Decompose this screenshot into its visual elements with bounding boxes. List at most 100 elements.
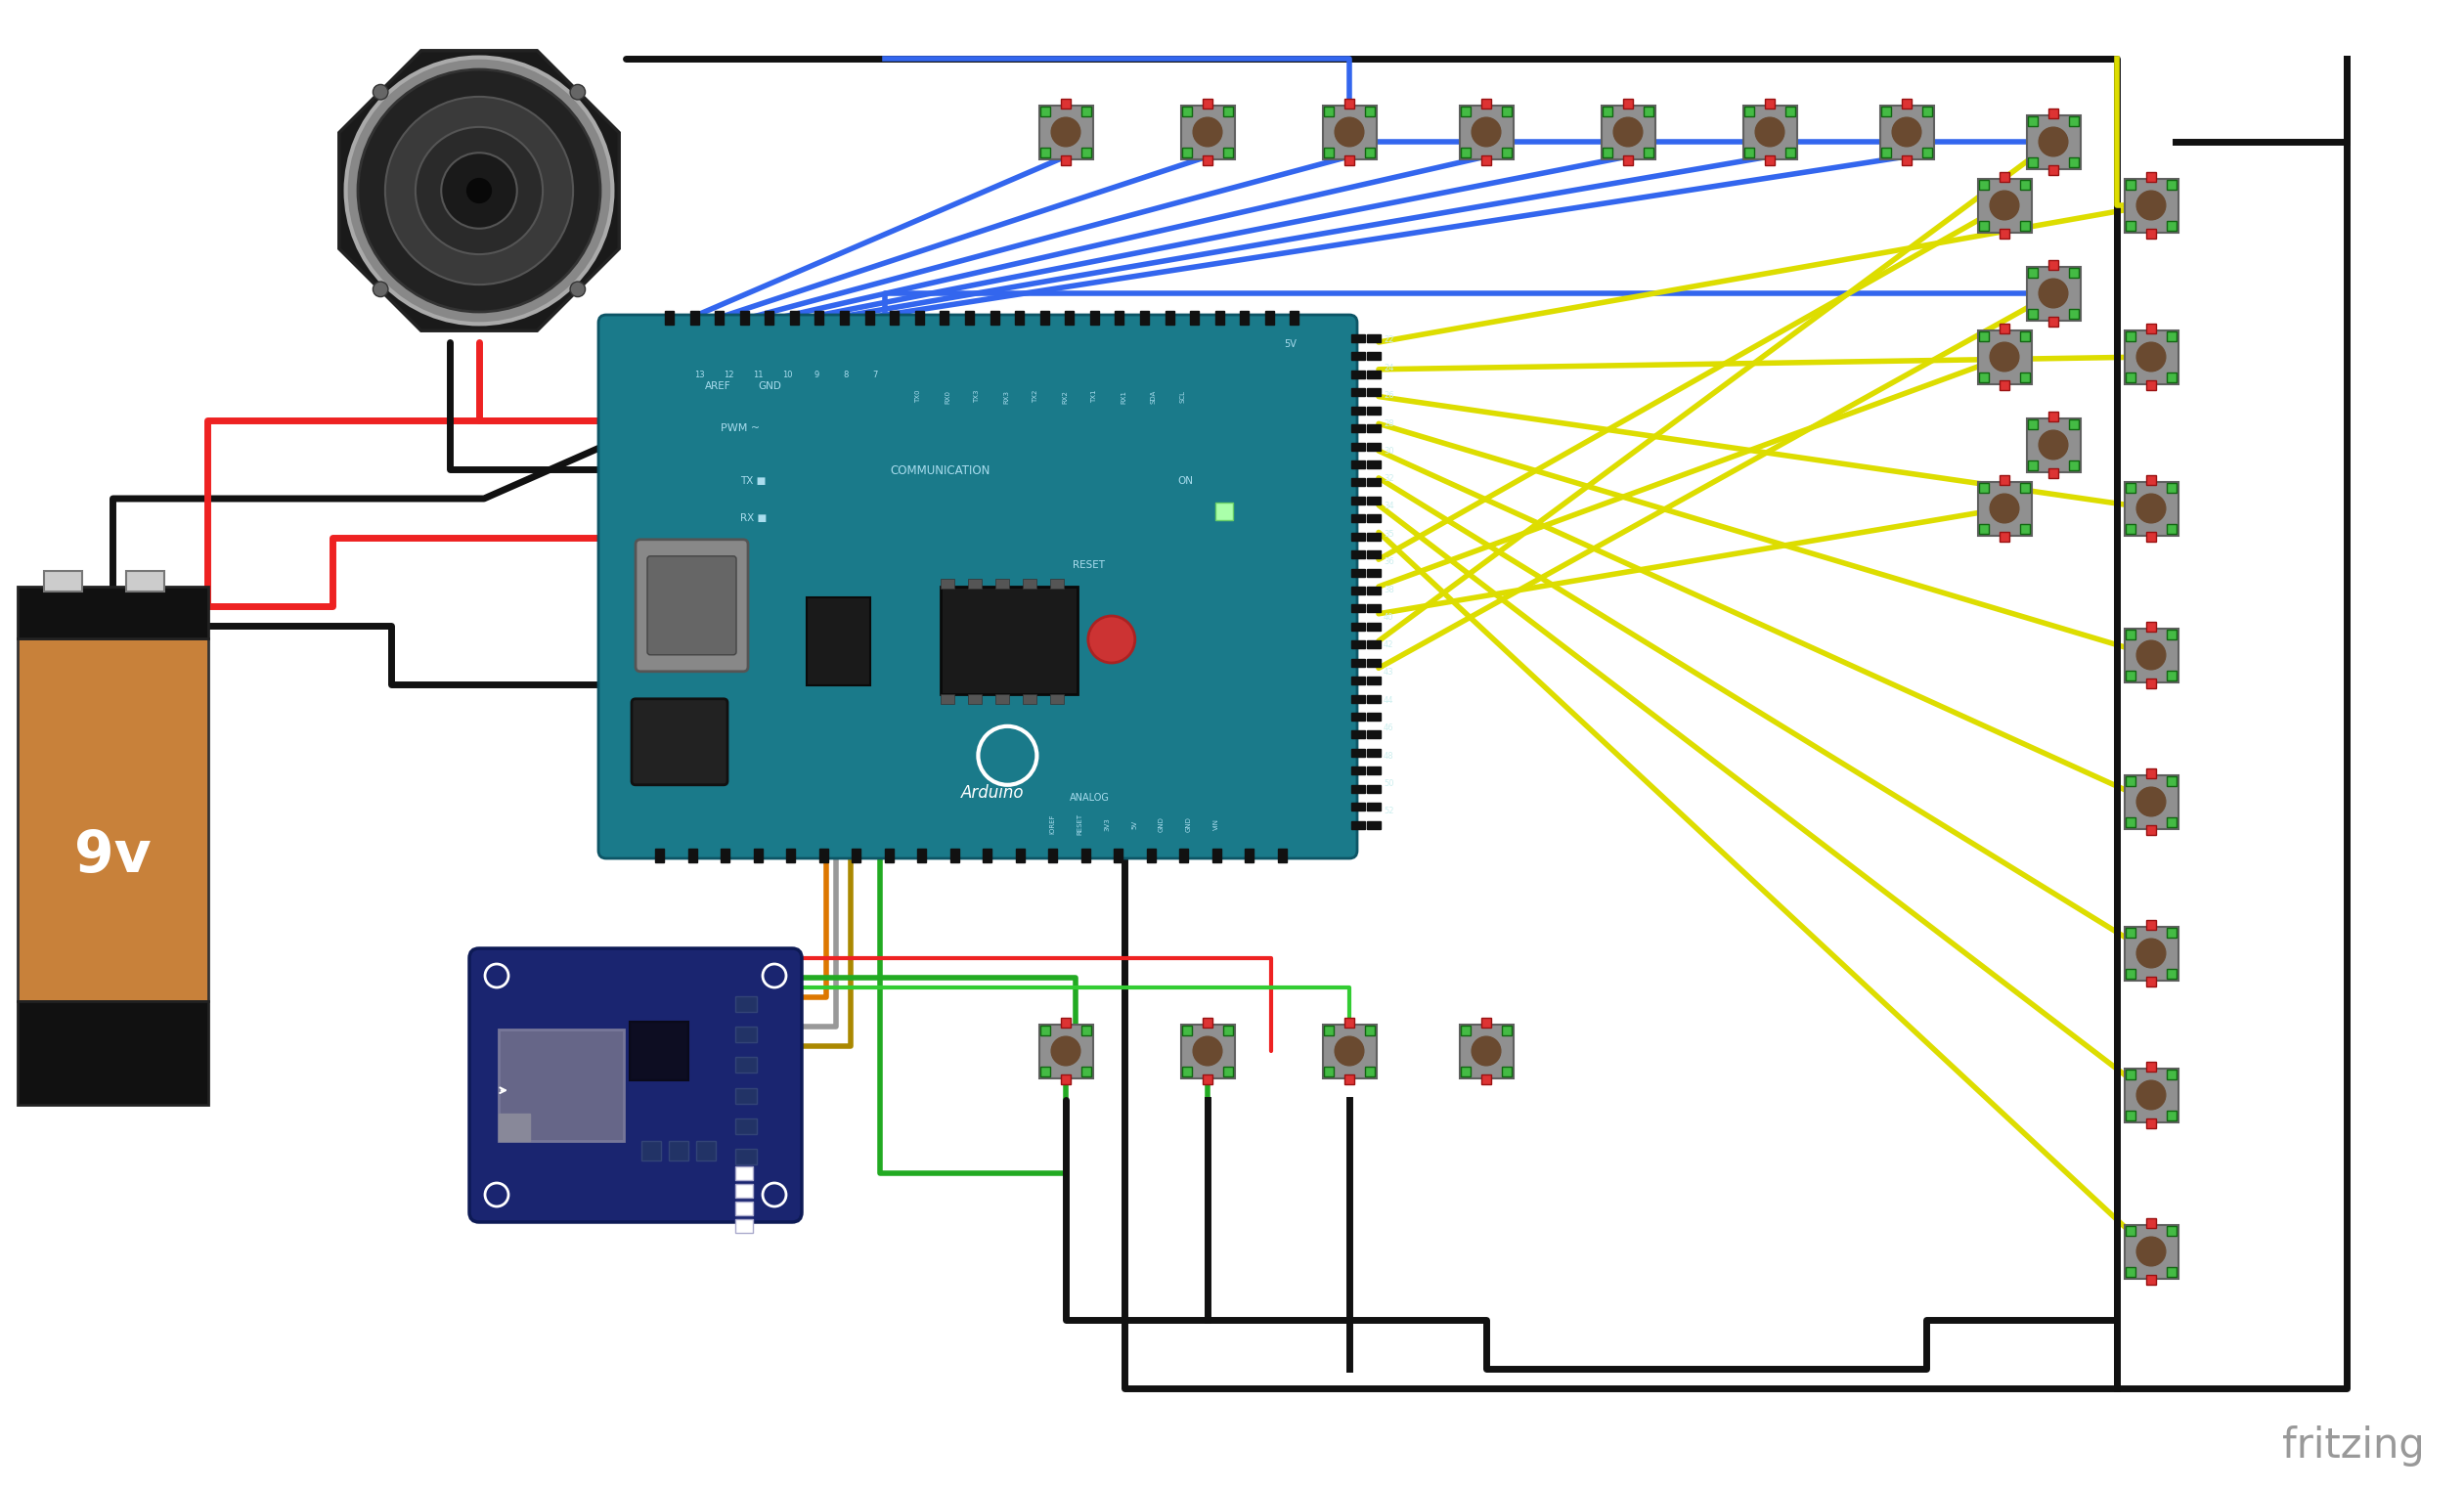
Bar: [2048, 109, 2057, 119]
Bar: [1368, 785, 1380, 793]
Bar: [1481, 155, 1491, 165]
Bar: [2146, 1219, 2156, 1228]
Bar: [1062, 1018, 1072, 1028]
Bar: [2146, 1118, 2156, 1128]
Bar: [1350, 803, 1365, 811]
Text: 10: 10: [781, 371, 793, 380]
Bar: [2124, 927, 2178, 980]
Bar: [1082, 849, 1089, 863]
Bar: [655, 849, 663, 863]
Bar: [1501, 148, 1510, 158]
Bar: [2126, 630, 2136, 639]
Bar: [1368, 425, 1380, 432]
Bar: [1350, 389, 1365, 396]
Bar: [995, 694, 1010, 703]
Bar: [1082, 107, 1092, 116]
Bar: [1501, 1025, 1510, 1036]
Circle shape: [2136, 191, 2166, 221]
Text: ANALOG: ANALOG: [1069, 793, 1109, 803]
Bar: [917, 849, 926, 863]
Bar: [2166, 524, 2176, 533]
Bar: [1979, 332, 1988, 341]
Bar: [1350, 496, 1365, 504]
Bar: [2146, 1274, 2156, 1284]
Bar: [1368, 712, 1380, 721]
Bar: [941, 578, 954, 589]
Text: 34: 34: [1385, 502, 1395, 511]
Text: TX1: TX1: [1092, 390, 1096, 404]
Bar: [1368, 371, 1380, 378]
Bar: [2126, 372, 2136, 381]
Bar: [1180, 849, 1188, 863]
Bar: [737, 1149, 756, 1164]
Text: AREF: AREF: [705, 381, 732, 390]
Bar: [1624, 100, 1634, 109]
Bar: [1114, 849, 1124, 863]
Bar: [687, 849, 697, 863]
Circle shape: [2136, 493, 2166, 523]
Bar: [2124, 1225, 2178, 1278]
Bar: [2146, 921, 2156, 930]
Bar: [2020, 221, 2030, 231]
Circle shape: [2136, 1237, 2166, 1266]
Bar: [2070, 460, 2080, 471]
Circle shape: [1892, 118, 1922, 146]
Bar: [1239, 311, 1249, 325]
Bar: [2126, 483, 2136, 493]
Bar: [44, 571, 81, 592]
Text: 7: 7: [872, 371, 877, 380]
Bar: [1350, 371, 1365, 378]
FancyBboxPatch shape: [599, 314, 1358, 858]
Bar: [1350, 353, 1365, 361]
Bar: [941, 694, 954, 703]
Bar: [1015, 849, 1025, 863]
Bar: [1368, 496, 1380, 504]
Bar: [2166, 372, 2176, 381]
Bar: [1979, 180, 1988, 189]
Circle shape: [2136, 1080, 2166, 1110]
Text: GND: GND: [1158, 817, 1165, 831]
Bar: [764, 311, 774, 325]
Bar: [2070, 158, 2080, 167]
Bar: [1141, 311, 1148, 325]
Bar: [1368, 353, 1380, 361]
Circle shape: [416, 127, 542, 255]
Bar: [1183, 148, 1193, 158]
Bar: [1350, 587, 1365, 595]
Bar: [951, 849, 958, 863]
Bar: [2146, 475, 2156, 486]
Bar: [1602, 107, 1611, 116]
Bar: [1183, 1025, 1193, 1036]
Bar: [1481, 1074, 1491, 1083]
Bar: [1368, 641, 1380, 648]
Bar: [498, 1030, 623, 1141]
Bar: [1089, 311, 1099, 325]
Bar: [2048, 316, 2057, 326]
Bar: [2166, 968, 2176, 979]
Bar: [2146, 825, 2156, 834]
Bar: [697, 1141, 717, 1161]
Bar: [2146, 323, 2156, 334]
Bar: [1050, 694, 1064, 703]
Bar: [1183, 107, 1193, 116]
Bar: [2126, 1226, 2136, 1235]
Bar: [2020, 180, 2030, 189]
Bar: [2166, 180, 2176, 189]
Bar: [17, 587, 209, 638]
Bar: [1202, 1074, 1212, 1083]
Bar: [1276, 849, 1286, 863]
Text: fritzing: fritzing: [2282, 1426, 2425, 1466]
Circle shape: [2038, 127, 2067, 156]
Circle shape: [1754, 118, 1784, 146]
Bar: [2166, 1070, 2176, 1079]
Circle shape: [485, 964, 508, 988]
Bar: [1146, 849, 1156, 863]
Bar: [1291, 311, 1299, 325]
Bar: [1368, 478, 1380, 486]
Text: 22: 22: [1385, 335, 1395, 344]
FancyBboxPatch shape: [631, 699, 727, 785]
Bar: [939, 311, 949, 325]
Bar: [1040, 106, 1092, 159]
Text: COMMUNICATION: COMMUNICATION: [890, 463, 991, 477]
Bar: [2126, 1266, 2136, 1277]
